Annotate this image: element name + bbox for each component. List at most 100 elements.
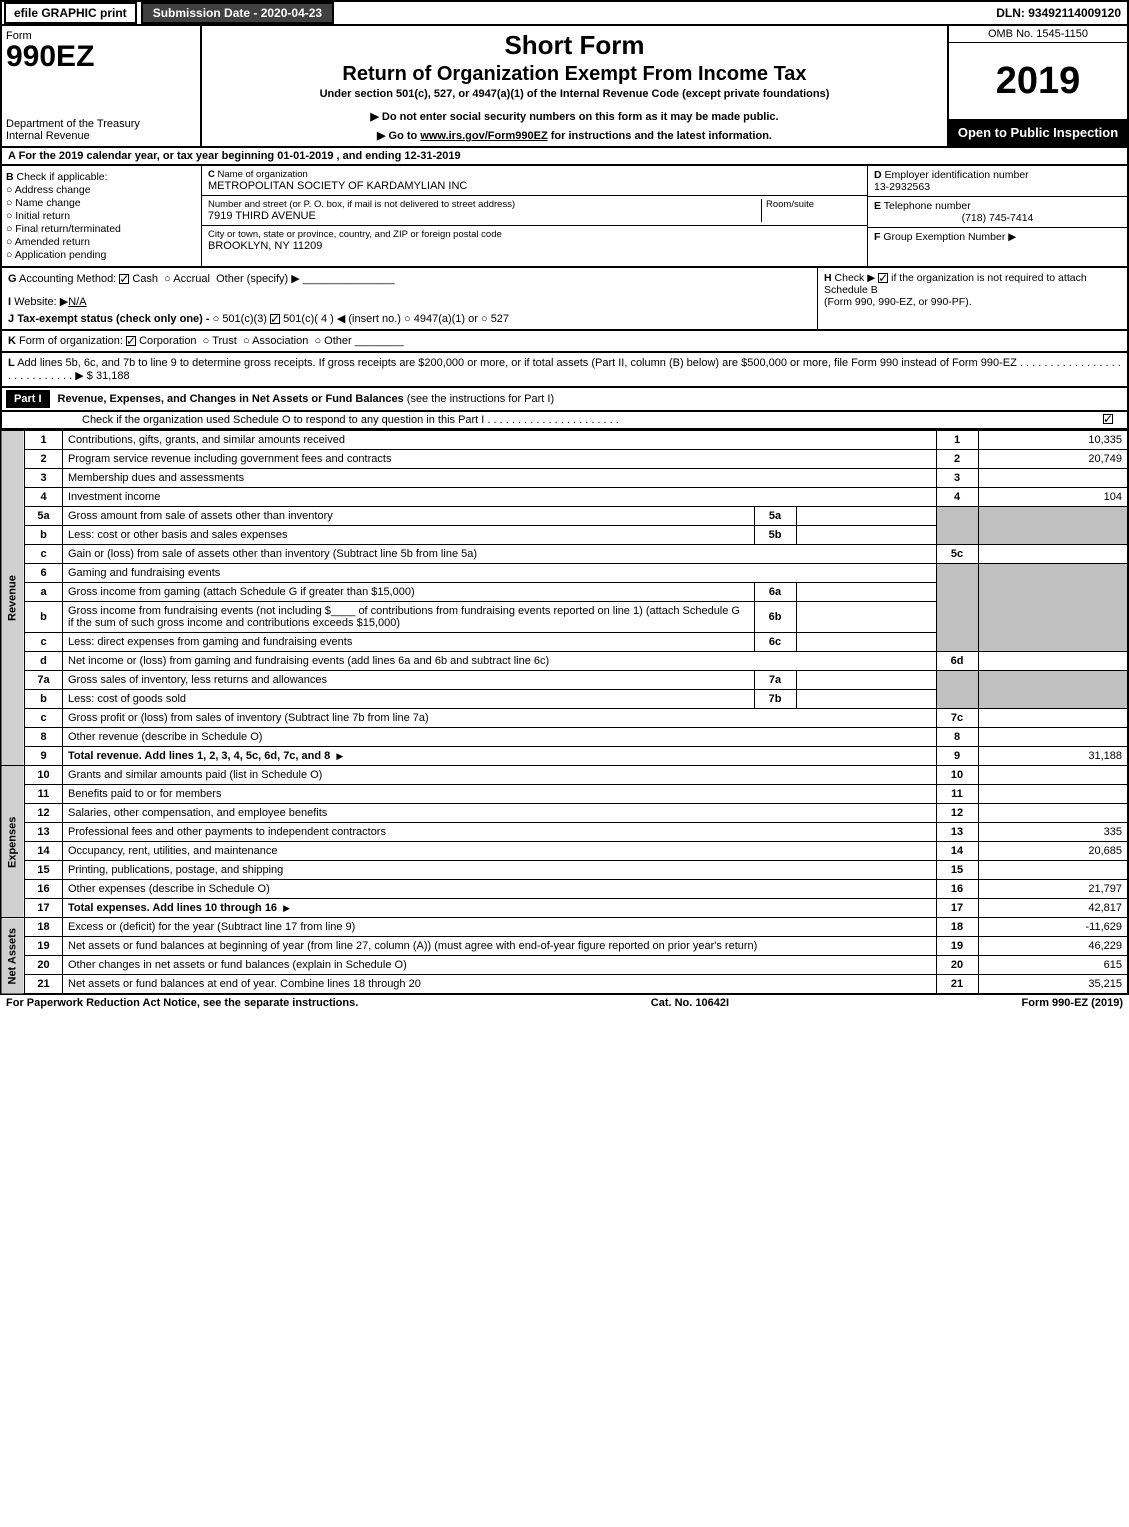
l6-n: 6: [25, 564, 63, 583]
check-final[interactable]: Final return/terminated: [15, 223, 121, 235]
check-initial[interactable]: Initial return: [15, 210, 70, 222]
l1-amt: 10,335: [978, 431, 1128, 450]
l17-amt: 42,817: [978, 899, 1128, 918]
l-value: 31,188: [96, 370, 130, 382]
check-cash[interactable]: [119, 274, 129, 284]
instructions-link[interactable]: www.irs.gov/Form990EZ: [420, 130, 547, 142]
l5b-val: [796, 526, 936, 545]
h-checkbox[interactable]: [878, 273, 888, 283]
l6d-n: d: [25, 652, 63, 671]
submission-date-button[interactable]: Submission Date - 2020-04-23: [141, 2, 334, 24]
line-a-tax-year: A For the 2019 calendar year, or tax yea…: [0, 148, 1129, 166]
l11-amt: [978, 785, 1128, 804]
group-exempt-label: Group Exemption Number: [883, 231, 1005, 243]
tax-year: 2019: [949, 43, 1127, 119]
side-revenue: Revenue: [1, 431, 25, 766]
footer-right: Form 990-EZ (2019): [1022, 997, 1123, 1009]
l15-ref: 15: [936, 861, 978, 880]
l5b-label: Less: cost or other basis and sales expe…: [63, 526, 755, 545]
row-l: L Add lines 5b, 6c, and 7b to line 9 to …: [0, 353, 1129, 388]
l12-ref: 12: [936, 804, 978, 823]
l6b-label1: Gross income from fundraising events (no…: [68, 605, 331, 617]
box-b: B Check if applicable: ○ Address change …: [2, 166, 202, 266]
l15-n: 15: [25, 861, 63, 880]
l19-n: 19: [25, 937, 63, 956]
l6c-val: [796, 633, 936, 652]
room-suite-label: Room/suite: [761, 199, 861, 222]
l9-n: 9: [25, 747, 63, 766]
website-value: N/A: [68, 296, 86, 308]
l12-n: 12: [25, 804, 63, 823]
part-1-checkbox[interactable]: [1103, 414, 1113, 424]
l3-ref: 3: [936, 469, 978, 488]
efile-print-button[interactable]: efile GRAPHIC print: [4, 2, 137, 24]
check-address[interactable]: Address change: [15, 184, 91, 196]
l6b-n: b: [25, 602, 63, 633]
l3-n: 3: [25, 469, 63, 488]
l5b-n: b: [25, 526, 63, 545]
l7-grey-ref: [936, 671, 978, 709]
l6-grey-ref: [936, 564, 978, 652]
l4-ref: 4: [936, 488, 978, 507]
j-4947[interactable]: 4947(a)(1) or: [414, 313, 478, 325]
part-1-label: Part I: [6, 390, 50, 408]
accrual-label: Accrual: [173, 273, 210, 285]
check-pending[interactable]: Application pending: [15, 249, 107, 261]
ein-value: 13-2932563: [874, 181, 930, 193]
l6b-ref: 6b: [754, 602, 796, 633]
k-assoc[interactable]: Association: [252, 335, 308, 347]
part-1-title-text: Revenue, Expenses, and Changes in Net As…: [58, 393, 404, 405]
l5-grey-amt: [978, 507, 1128, 545]
l7b-val: [796, 690, 936, 709]
l10-amt: [978, 766, 1128, 785]
l5a-ref: 5a: [754, 507, 796, 526]
l21-label: Net assets or fund balances at end of ye…: [63, 975, 937, 995]
l18-n: 18: [25, 918, 63, 937]
l10-n: 10: [25, 766, 63, 785]
j-527[interactable]: 527: [491, 313, 509, 325]
city-state-zip: BROOKLYN, NY 11209: [208, 240, 861, 252]
box-g: G Accounting Method: Cash ○ Accrual Othe…: [2, 268, 817, 329]
info-block: B Check if applicable: ○ Address change …: [0, 166, 1129, 268]
check-name[interactable]: Name change: [15, 197, 80, 209]
header-left: Form 990EZ Department of the Treasury In…: [2, 26, 202, 146]
k-corp-check[interactable]: [126, 336, 136, 346]
part-1-check-label: Check if the organization used Schedule …: [82, 414, 484, 426]
l18-label: Excess or (deficit) for the year (Subtra…: [63, 918, 937, 937]
l19-amt: 46,229: [978, 937, 1128, 956]
l-arrow: ▶ $: [75, 370, 93, 382]
footer-mid: Cat. No. 10642I: [651, 997, 729, 1009]
l19-label: Net assets or fund balances at beginning…: [63, 937, 937, 956]
l2-amt: 20,749: [978, 450, 1128, 469]
l5c-n: c: [25, 545, 63, 564]
k-other[interactable]: Other: [324, 335, 352, 347]
omb-number: OMB No. 1545-1150: [949, 26, 1127, 43]
l1-label: Contributions, gifts, grants, and simila…: [63, 431, 937, 450]
part-1-body: Revenue 1 Contributions, gifts, grants, …: [0, 430, 1129, 995]
l2-ref: 2: [936, 450, 978, 469]
row-g-h: G Accounting Method: Cash ○ Accrual Othe…: [0, 268, 1129, 331]
part-1-subtitle: (see the instructions for Part I): [407, 393, 554, 405]
l20-label: Other changes in net assets or fund bala…: [63, 956, 937, 975]
l9-arrow-icon: [333, 750, 346, 762]
accounting-label: Accounting Method:: [19, 273, 116, 285]
k-trust[interactable]: Trust: [212, 335, 237, 347]
l3-amt: [978, 469, 1128, 488]
l6-grey-amt: [978, 564, 1128, 652]
l17-ref: 17: [936, 899, 978, 918]
l7c-label: Gross profit or (loss) from sales of inv…: [63, 709, 937, 728]
phone-label: Telephone number: [884, 200, 971, 212]
j-501c-checked[interactable]: [270, 314, 280, 324]
l9-amt: 31,188: [978, 747, 1128, 766]
l6a-n: a: [25, 583, 63, 602]
j-501c3[interactable]: 501(c)(3): [222, 313, 267, 325]
part-1-check-row: Check if the organization used Schedule …: [0, 412, 1129, 430]
l19-ref: 19: [936, 937, 978, 956]
l2-n: 2: [25, 450, 63, 469]
l8-ref: 8: [936, 728, 978, 747]
l14-n: 14: [25, 842, 63, 861]
open-to-public: Open to Public Inspection: [949, 119, 1127, 146]
l1-ref: 1: [936, 431, 978, 450]
check-amended[interactable]: Amended return: [15, 236, 90, 248]
title-return: Return of Organization Exempt From Incom…: [206, 63, 943, 86]
